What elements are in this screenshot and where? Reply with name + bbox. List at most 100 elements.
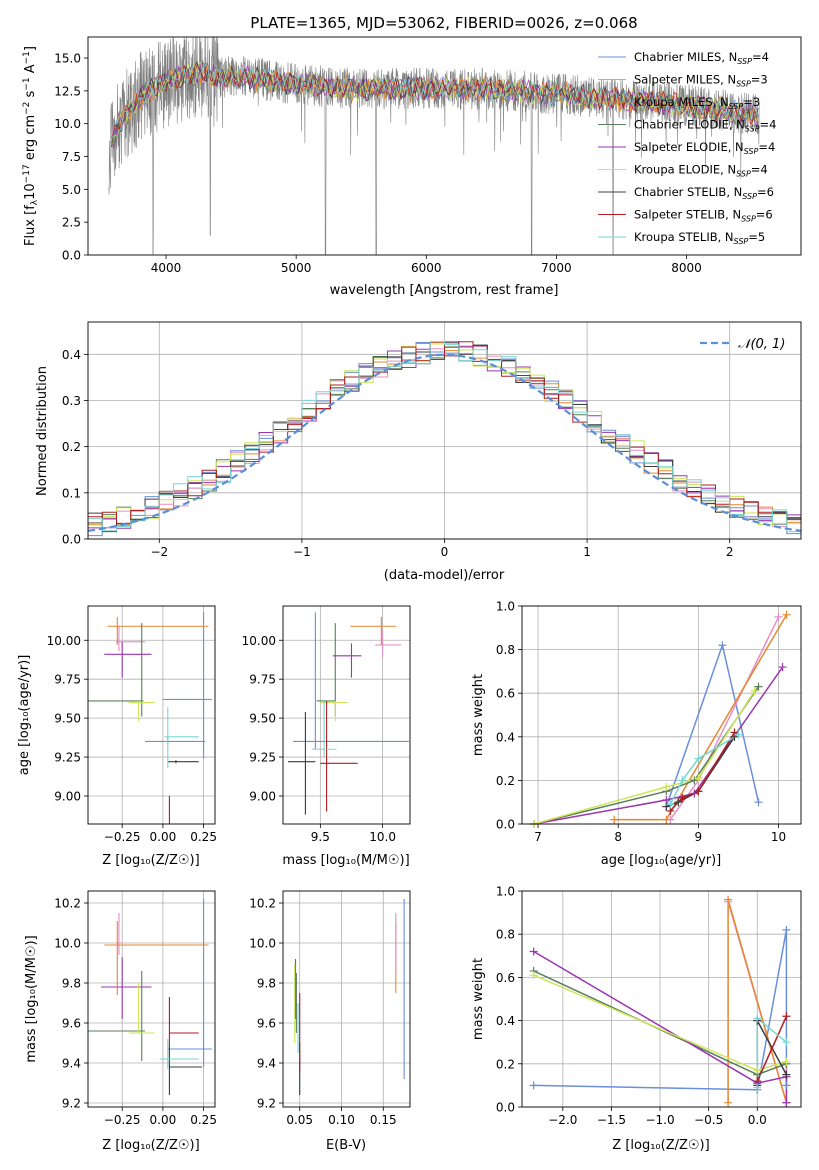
legend-entry: Salpeter MILES, NSSP=3	[634, 73, 768, 89]
legend-text: =6	[757, 185, 774, 199]
y-tick-label: 9.50	[249, 712, 276, 726]
model-spectrum-line	[111, 63, 759, 138]
axes-frame	[282, 605, 411, 825]
y-tick-label: 9.6	[257, 1017, 276, 1031]
legend-text: Chabrier ELODIE, N	[634, 118, 745, 132]
legend-entry: Chabrier MILES, NSSP=4	[634, 50, 769, 66]
mass-weight-marker	[662, 782, 671, 791]
legend-entry: 𝒩(0, 1)	[738, 337, 785, 352]
y-axis-label-part: λ	[30, 199, 40, 205]
mass-weight-marker	[753, 1066, 762, 1075]
axes-frame	[521, 605, 802, 825]
mass-weight-line	[756, 1015, 788, 1082]
y-axis-label: Flux [fλ10−17 erg cm−2 s−1 A−1]	[22, 46, 40, 246]
x-axis-label: (data-model)/error	[384, 568, 505, 583]
mass-weight-marker	[666, 800, 675, 809]
mass-weight-marker	[694, 787, 703, 796]
legend-subscript: SSP	[737, 57, 752, 66]
y-tick-label: 9.8	[62, 977, 81, 991]
x-axis-label: E(B-V)	[326, 1138, 366, 1153]
mass-weight-marker	[753, 1014, 762, 1023]
mass-weight-marker	[774, 612, 783, 621]
y-tick-label: 0.4	[496, 730, 515, 744]
mass-weight-line	[669, 733, 739, 805]
y-axis-label: mass weight	[471, 958, 486, 1040]
y-tick-label: 5.0	[62, 183, 81, 197]
plot-area	[287, 612, 409, 815]
mass-weight-marker	[782, 1081, 791, 1090]
y-tick-label: 10.00	[47, 634, 81, 648]
y-tick-label: 1.0	[496, 600, 515, 614]
y-axis-label: mass weight	[471, 674, 486, 756]
y-axis-label-part: −1	[22, 51, 32, 64]
mass-weight-marker	[529, 947, 538, 956]
x-tick-label: 0.25	[190, 830, 217, 844]
mass-weight-marker	[782, 925, 791, 934]
legend-text: Chabrier STELIB, N	[634, 185, 742, 199]
y-tick-label: 0.0	[62, 533, 81, 547]
y-tick-label: 10.0	[54, 117, 81, 131]
x-tick-label: −1	[293, 545, 311, 559]
legend-text: =4	[758, 140, 775, 154]
mass-weight-marker	[529, 971, 538, 980]
mass-weight-marker	[678, 776, 687, 785]
y-axis-label: Normed distribution	[35, 366, 50, 496]
x-tick-label: 8	[614, 830, 622, 844]
legend-entry: Kroupa MILES, NSSP=3	[634, 95, 760, 111]
y-tick-label: 9.8	[257, 977, 276, 991]
mass-weight-marker	[694, 754, 703, 763]
legend-subscript: SSP	[745, 125, 760, 134]
y-tick-label: 1.0	[496, 885, 515, 899]
y-tick-label: 0.2	[62, 440, 81, 454]
x-tick-label: −0.5	[694, 1113, 723, 1127]
mass-weight-marker	[610, 815, 619, 824]
legend-text: Salpeter STELIB, N	[634, 208, 741, 222]
x-tick-label: −0.25	[104, 1113, 141, 1127]
y-tick-label: 0.3	[62, 394, 81, 408]
x-axis-label: age [log₁₀(age/yr)]	[601, 853, 722, 868]
mass-weight-marker	[754, 798, 763, 807]
legend-text: Kroupa MILES, N	[634, 95, 729, 109]
plot-area	[533, 614, 788, 824]
y-tick-label: 0.8	[496, 928, 515, 942]
panel-weight-vs-age: 7 8 9 10 0.0 0.2 0.4 0.6 0.8 1.0 age [log₁₀(age/yr…	[471, 600, 802, 868]
legend-entry: Kroupa ELODIE, NSSP=4	[634, 163, 768, 179]
model-spectrum-line	[111, 62, 759, 148]
y-tick-label: 9.00	[54, 789, 81, 803]
plot-area	[108, 37, 760, 255]
legend-text: Chabrier MILES, N	[634, 50, 737, 64]
x-axis-label: mass [log₁₀(M/M☉)]	[282, 853, 409, 868]
x-tick-label: −2.0	[548, 1113, 577, 1127]
x-tick-label: 4000	[151, 261, 182, 275]
legend-text: Salpeter ELODIE, N	[634, 140, 744, 154]
y-axis-label-part: ]	[23, 46, 38, 51]
legend-entry: Chabrier STELIB, NSSP=6	[634, 185, 774, 201]
legend-text: =6	[756, 208, 773, 222]
y-tick-label: 9.75	[249, 673, 276, 687]
legend-subscript: SSP	[736, 80, 751, 89]
legend-text: =3	[751, 73, 768, 87]
x-tick-label: 0.05	[286, 1113, 313, 1127]
axes-frame	[87, 605, 216, 825]
mass-weight-marker	[529, 1081, 538, 1090]
mass-weight-marker	[782, 1070, 791, 1079]
mass-weight-marker	[754, 682, 763, 691]
y-axis-label-part: erg cm	[23, 115, 38, 164]
x-tick-label: 0.0	[748, 1113, 767, 1127]
y-axis-label-part: A	[23, 64, 38, 77]
plot-area	[88, 612, 212, 824]
y-tick-label: 12.5	[54, 84, 81, 98]
plot-area	[294, 899, 405, 1095]
y-tick-label: 0.2	[496, 774, 515, 788]
panel-spectrum: 4000 5000 6000 7000 8000 0.0 2.5 5.0 7.5 10.0 12.5…	[22, 14, 802, 298]
x-tick-label: 8000	[671, 261, 702, 275]
y-axis-label: mass [log₁₀(M/M☉)]	[24, 935, 39, 1062]
x-tick-label: 10	[771, 830, 786, 844]
gaussian-curve	[88, 353, 801, 532]
x-tick-label: −1.5	[597, 1113, 626, 1127]
axes-frame	[521, 890, 802, 1108]
x-tick-label: −1.0	[645, 1113, 674, 1127]
mass-weight-marker	[678, 793, 687, 802]
y-tick-label: 9.75	[54, 673, 81, 687]
